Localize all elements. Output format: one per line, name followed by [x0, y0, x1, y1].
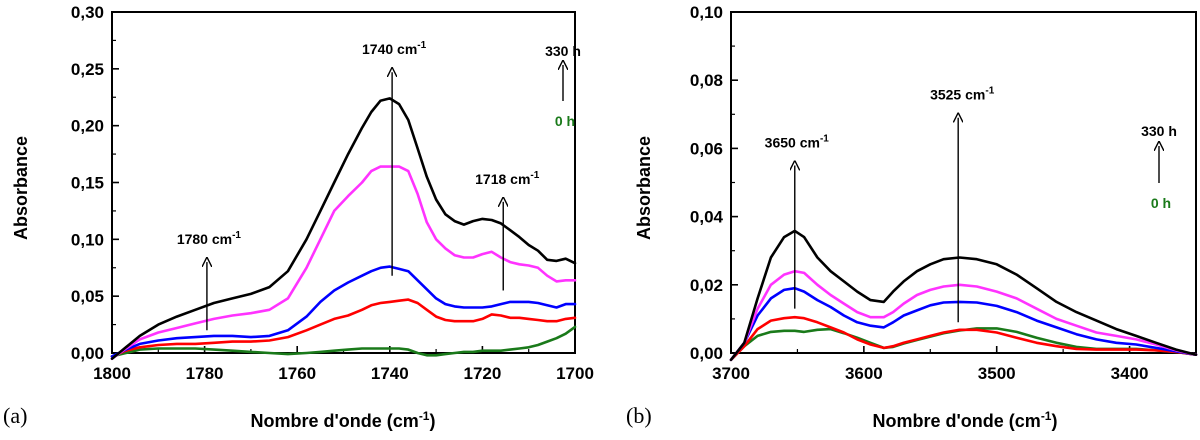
panel-a-ytick-label-1: 0,05 [71, 287, 104, 306]
panel-a-series-1 [110, 165, 577, 360]
panel-a: 1800 1780 1760 1740 1720 1700 0,00 0,05 0,10 0,15… [3, 3, 594, 431]
panel-b-ticks: 3700 3600 3500 3400 0,00 0,02 0,04 0,06 0,08 0,10 [690, 3, 1149, 383]
panel-a-xtick-label-0: 1800 [93, 364, 131, 383]
panel-a-ytick-label-3: 0,15 [71, 174, 104, 193]
panel-a-series-3 [110, 298, 577, 358]
panel-b-xtick-label-1: 3600 [845, 364, 883, 383]
panel-a-ytick-label-5: 0,25 [71, 60, 104, 79]
panel-a-label: (a) [3, 403, 27, 428]
panel-b-series-3 [729, 315, 1198, 362]
panel-b-ytick-label-1: 0,02 [690, 276, 723, 295]
panel-b-annotation-label-1: 3525 cm-1 [930, 86, 995, 103]
panel-a-series [110, 97, 577, 360]
panel-a-xtick-label-2: 1760 [278, 364, 316, 383]
panel-a-annotation-label-0: 1780 cm-1 [177, 230, 242, 247]
panel-a-ytick-label-2: 0,10 [71, 230, 104, 249]
panel-a-xlabel-main: Nombre d'onde (cm [251, 411, 419, 431]
panel-b-ylabel: Absorbance [634, 136, 654, 240]
panel-b-xlabel-close: ) [1051, 411, 1057, 431]
panel-a-annotations: 1780 cm-1 1740 cm-1 1718 cm-1 [177, 40, 540, 331]
panel-b-series-0 [729, 229, 1198, 362]
panel-a-xtick-label-4: 1720 [463, 364, 501, 383]
panel-a-series-0 [110, 97, 577, 360]
panel-b-xlabel: Nombre d'onde (cm-1) [873, 409, 1058, 431]
panel-a-ticks: 1800 1780 1760 1740 1720 1700 0,00 0,05 0,10 0,15… [71, 3, 594, 383]
panel-b-time-bottom: 0 h [1151, 195, 1171, 211]
panel-b-series [729, 229, 1198, 362]
panel-b-ytick-label-2: 0,04 [690, 208, 724, 227]
panel-b-xtick-label-2: 3500 [978, 364, 1016, 383]
panel-a-ytick-label-4: 0,20 [71, 117, 104, 136]
panel-b-time-top: 330 h [1141, 123, 1177, 139]
panel-a-xtick-label-5: 1700 [556, 364, 594, 383]
panel-b-xlabel-sup: -1 [1041, 409, 1052, 423]
panel-a-xlabel: Nombre d'onde (cm-1) [251, 409, 436, 431]
panel-a-xtick-label-3: 1740 [371, 364, 409, 383]
panel-a-ytick-label-6: 0,30 [71, 3, 104, 22]
panel-b-ytick-label-3: 0,06 [690, 139, 723, 158]
panel-a-xlabel-close: ) [429, 411, 435, 431]
panel-a-series-2 [110, 265, 577, 358]
panel-a-xlabel-sup: -1 [419, 409, 430, 423]
panel-b-label: (b) [626, 403, 652, 428]
panel-a-ytick-label-0: 0,00 [71, 344, 104, 363]
panel-a-ylabel: Absorbance [11, 136, 31, 240]
panel-b-annotation-label-0: 3650 cm-1 [765, 133, 830, 150]
panel-b-annotations: 3650 cm-1 3525 cm-1 [765, 86, 995, 323]
panel-b: 3700 3600 3500 3400 0,00 0,02 0,04 0,06 0,08 0,10… [626, 3, 1198, 431]
panel-b-ytick-label-4: 0,08 [690, 71, 723, 90]
panel-a-annotation-label-1: 1740 cm-1 [362, 40, 427, 57]
panel-b-ytick-label-0: 0,00 [690, 344, 723, 363]
panel-a-time-top: 330 h [545, 43, 581, 59]
panel-a-time-bottom: 0 h [555, 113, 575, 129]
panel-b-ytick-label-5: 0,10 [690, 3, 723, 22]
panel-b-xtick-label-3: 3400 [1111, 364, 1149, 383]
panel-b-xtick-label-0: 3700 [712, 364, 750, 383]
panel-b-series-1 [729, 269, 1198, 362]
panel-a-xtick-label-1: 1780 [186, 364, 224, 383]
panel-a-series-4 [110, 325, 577, 358]
panel-a-annotation-label-2: 1718 cm-1 [475, 170, 540, 187]
panel-b-xlabel-main: Nombre d'onde (cm [873, 411, 1041, 431]
